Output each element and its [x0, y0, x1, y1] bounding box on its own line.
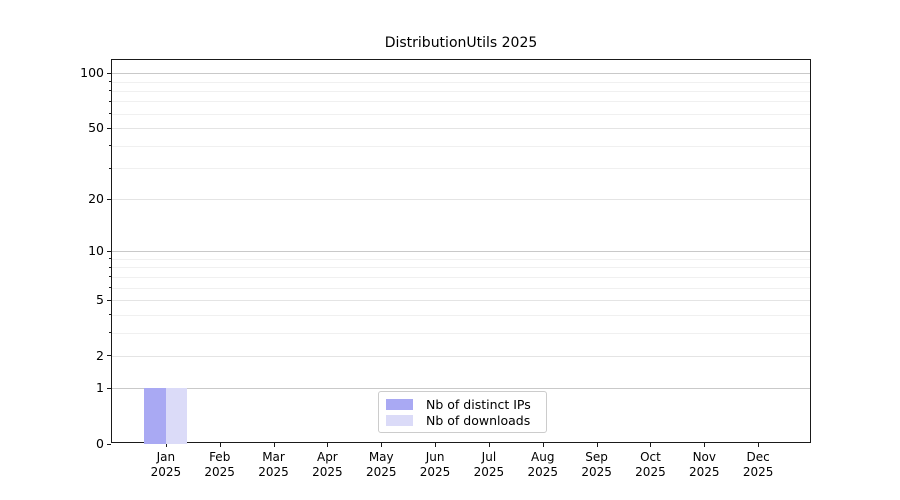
- legend-item-distinct-ips: Nb of distinct IPs: [386, 397, 539, 412]
- plot-area: 0 1 2 5 10 20 50 100 Jan 2025 Feb 2025 Mar 2025 Apr 202…: [80, 59, 811, 479]
- x-tick-label: Nov 2025: [689, 450, 720, 479]
- y-minor-tick: [109, 100, 111, 102]
- y-tick: [107, 299, 111, 301]
- y-gridline-minor: [112, 276, 810, 278]
- y-gridline-minor: [112, 81, 810, 83]
- y-gridline-minor: [112, 258, 810, 260]
- y-gridline-major: [112, 251, 810, 253]
- y-gridline-minor: [112, 332, 810, 334]
- y-tick-label: 5: [96, 292, 104, 308]
- y-tick-label: 50: [88, 120, 104, 136]
- y-gridline-major: [112, 300, 810, 302]
- y-gridline-major: [112, 73, 810, 75]
- y-tick-label: 100: [80, 65, 104, 81]
- legend-swatch-distinct-ips: [386, 399, 413, 410]
- x-tick: [758, 443, 760, 447]
- x-tick: [704, 443, 706, 447]
- y-gridline-minor: [112, 168, 810, 170]
- y-tick-label: 10: [88, 243, 104, 259]
- y-tick: [107, 387, 111, 389]
- y-gridline-minor: [112, 287, 810, 289]
- x-tick: [596, 443, 598, 447]
- y-gridline-minor: [112, 267, 810, 269]
- x-tick-label: Mar 2025: [258, 450, 289, 479]
- y-gridline-major: [112, 355, 810, 357]
- bar-nb-of-distinct-ips: [144, 388, 166, 444]
- y-tick-label: 20: [88, 191, 104, 207]
- x-tick-label: Dec 2025: [742, 450, 774, 479]
- legend-label-downloads: Nb of downloads: [426, 413, 531, 428]
- y-minor-tick: [109, 287, 111, 289]
- y-minor-tick: [109, 145, 111, 147]
- y-gridline-major: [112, 388, 810, 390]
- y-minor-tick: [109, 266, 111, 268]
- y-gridline-minor: [112, 113, 810, 115]
- y-gridline-major: [112, 199, 810, 201]
- legend-item-downloads: Nb of downloads: [386, 413, 539, 428]
- x-tick: [165, 443, 167, 447]
- x-tick-label: Jan 2025: [150, 450, 182, 479]
- y-tick: [107, 355, 111, 357]
- y-gridline-minor: [112, 101, 810, 103]
- y-minor-tick: [109, 332, 111, 334]
- y-minor-tick: [109, 258, 111, 260]
- chart-title: DistributionUtils 2025: [384, 35, 538, 51]
- x-tick: [327, 443, 329, 447]
- x-tick-label: Aug 2025: [527, 450, 559, 479]
- y-minor-tick: [109, 113, 111, 115]
- x-tick-label: Jul 2025: [473, 450, 505, 479]
- y-tick: [107, 443, 111, 445]
- y-tick: [107, 127, 111, 129]
- x-tick: [219, 443, 221, 447]
- x-tick-label: Apr 2025: [312, 450, 343, 479]
- y-gridline-minor: [112, 145, 810, 147]
- y-tick: [107, 250, 111, 252]
- x-tick: [381, 443, 383, 447]
- x-tick: [435, 443, 437, 447]
- legend-swatch-downloads: [386, 415, 413, 426]
- y-minor-tick: [109, 276, 111, 278]
- x-tick: [488, 443, 490, 447]
- y-gridline-major: [112, 128, 810, 130]
- y-minor-tick: [109, 90, 111, 92]
- bar-nb-of-downloads: [165, 388, 188, 444]
- y-minor-tick: [109, 314, 111, 316]
- y-tick-label: 2: [96, 347, 104, 363]
- x-tick-label: Feb 2025: [204, 450, 235, 479]
- y-tick: [107, 198, 111, 200]
- x-tick: [542, 443, 544, 447]
- x-tick-label: Jun 2025: [419, 450, 451, 479]
- y-gridline-minor: [112, 90, 810, 92]
- legend: Nb of distinct IPs Nb of downloads: [378, 391, 547, 433]
- x-tick: [273, 443, 275, 447]
- y-minor-tick: [109, 167, 111, 169]
- legend-label-distinct-ips: Nb of distinct IPs: [426, 397, 531, 412]
- x-tick-label: Sep 2025: [581, 450, 612, 479]
- x-tick-label: May 2025: [365, 450, 397, 479]
- x-tick: [650, 443, 652, 447]
- x-tick-label: Oct 2025: [635, 450, 666, 479]
- y-tick-label: 1: [96, 380, 104, 396]
- y-gridline-minor: [112, 314, 810, 316]
- y-minor-tick: [109, 81, 111, 83]
- y-tick-label: 0: [96, 436, 104, 451]
- y-tick: [107, 72, 111, 74]
